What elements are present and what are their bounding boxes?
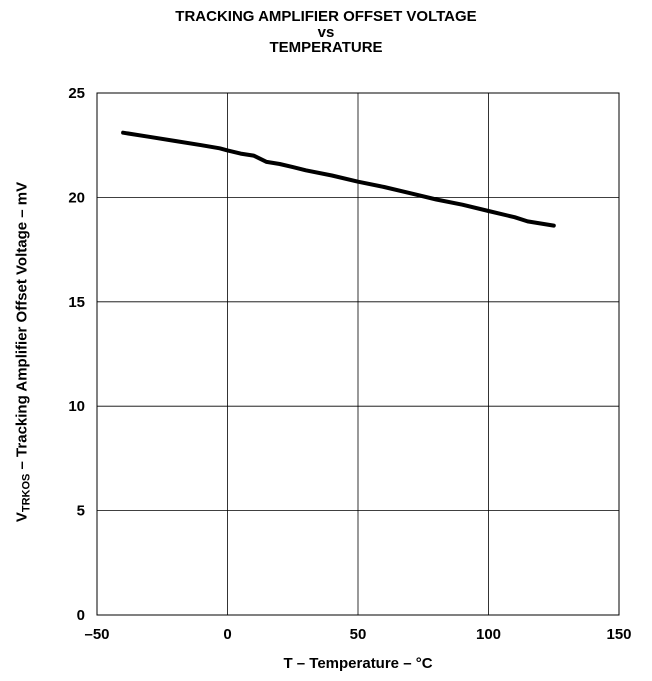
y-tick-label: 20 bbox=[68, 189, 85, 206]
tick-labels: –50 0 50 100 150 0 5 10 15 20 25 bbox=[68, 85, 631, 643]
chart-title-line-1: TRACKING AMPLIFIER OFFSET VOLTAGE bbox=[175, 8, 477, 25]
x-tick-label: 0 bbox=[223, 626, 231, 643]
plot-frame bbox=[96, 92, 620, 616]
y-tick-label: 25 bbox=[68, 85, 85, 102]
chart-title-line-2: vs bbox=[317, 24, 335, 41]
x-tick-label: –50 bbox=[84, 626, 109, 643]
chart-title-line-3: TEMPERATURE bbox=[269, 39, 383, 56]
series-line-offset-voltage bbox=[121, 130, 556, 228]
y-axis-label-prefix: V bbox=[13, 512, 31, 523]
grid-layer bbox=[97, 93, 619, 615]
y-tick-label: 5 bbox=[77, 503, 85, 520]
y-axis-label-text: – Tracking Amplifier Offset Voltage – mV bbox=[13, 181, 31, 474]
y-tick-label: 0 bbox=[77, 607, 85, 624]
x-tick-label: 50 bbox=[350, 626, 367, 643]
x-axis-label: T – Temperature – °C bbox=[283, 655, 433, 672]
y-axis-label-subscript: TRKOS bbox=[20, 473, 33, 513]
y-tick-label: 15 bbox=[68, 294, 85, 311]
y-tick-label: 10 bbox=[68, 398, 85, 415]
x-tick-label: 150 bbox=[606, 626, 631, 643]
x-tick-label: 100 bbox=[476, 626, 501, 643]
